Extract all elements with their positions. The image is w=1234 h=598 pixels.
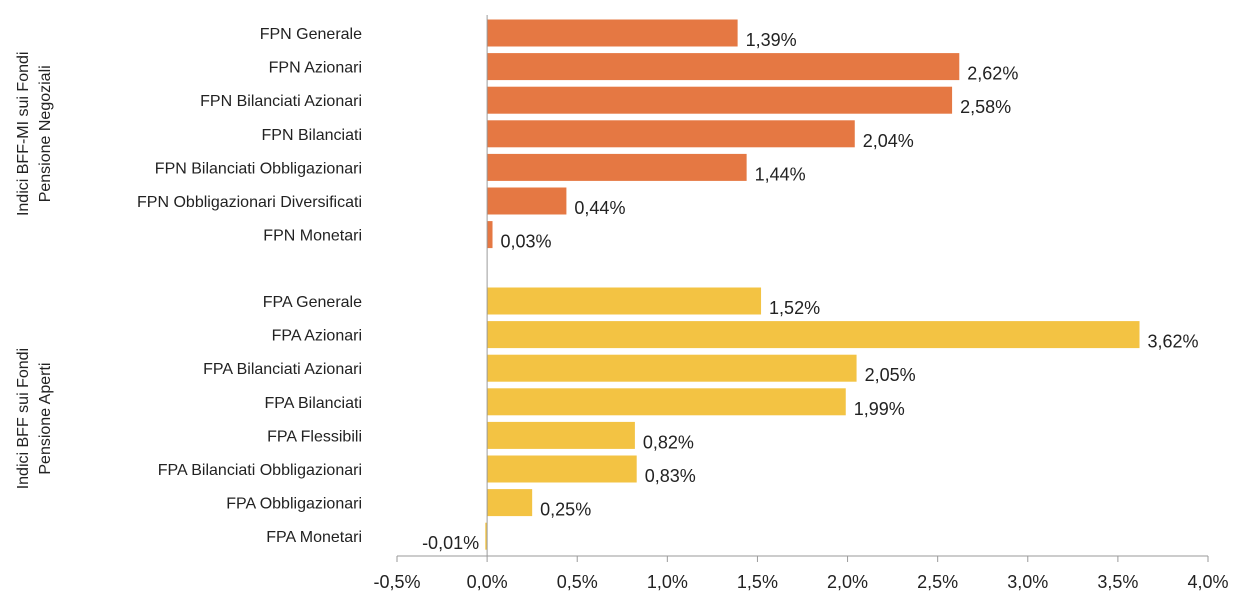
bar xyxy=(487,187,567,215)
value-label: 1,44% xyxy=(755,164,806,184)
value-label: 0,83% xyxy=(645,466,696,486)
bar xyxy=(487,489,533,517)
x-tick-label: 3,5% xyxy=(1097,572,1138,592)
bar xyxy=(487,321,1140,349)
bar xyxy=(487,53,960,81)
value-label: 2,04% xyxy=(863,131,914,151)
value-label: 0,03% xyxy=(501,232,552,252)
category-label: FPN Bilanciati Obbligazionari xyxy=(155,160,362,177)
bar xyxy=(487,221,493,249)
x-tick-label: 2,5% xyxy=(917,572,958,592)
bar xyxy=(487,354,857,382)
bar xyxy=(487,455,637,483)
category-label: FPN Bilanciati xyxy=(262,127,362,144)
category-label: FPA Bilanciati Obbligazionari xyxy=(158,462,362,479)
group-label-line: Indici BFF-MI sui Fondi xyxy=(15,52,32,216)
category-label: FPA Obbligazionari xyxy=(226,496,362,513)
category-label: FPN Generale xyxy=(260,26,362,43)
bar xyxy=(487,86,953,114)
value-label: 2,58% xyxy=(960,97,1011,117)
x-tick-label: 0,5% xyxy=(557,572,598,592)
axes: -0,5% 0,0% 0,5% 1,0% 1,5% 2,0% 2,5% 3,0% 3,5% 4,0… xyxy=(373,15,1229,592)
x-tick-label: 1,5% xyxy=(737,572,778,592)
value-label: 1,99% xyxy=(854,399,905,419)
x-tick-label: 3,0% xyxy=(1007,572,1048,592)
category-labels: FPN Generale FPN Azionari FPN Bilanciati A… xyxy=(137,26,362,546)
category-label: FPA Bilanciati xyxy=(264,395,362,412)
category-label: FPN Obbligazionari Diversificati xyxy=(137,194,362,211)
category-label: FPA Bilanciati Azionari xyxy=(203,361,362,378)
value-label: 1,39% xyxy=(746,30,797,50)
bar xyxy=(487,153,747,181)
bar xyxy=(487,421,635,449)
group-label-line: Pensione Negoziali xyxy=(37,65,54,202)
category-label: FPA Azionari xyxy=(272,328,362,345)
bar xyxy=(485,522,488,550)
value-label: 0,44% xyxy=(574,198,625,218)
value-label: 2,62% xyxy=(967,64,1018,84)
bar xyxy=(487,19,738,47)
x-tick-label: 2,0% xyxy=(827,572,868,592)
value-label: -0,01% xyxy=(422,533,479,553)
category-label: FPN Monetari xyxy=(263,228,362,245)
bars xyxy=(485,19,1140,550)
group-label: Indici BFF sui Fondi Pensione Aperti xyxy=(15,348,54,489)
x-tick-label: 0,0% xyxy=(467,572,508,592)
group-labels: Indici BFF-MI sui Fondi Pensione Negozial… xyxy=(15,52,54,490)
value-labels: 1,39% 2,62% 2,58% 2,04% 1,44% 0,44% 0,03% 1,52%… xyxy=(422,30,1198,553)
category-label: FPN Bilanciati Azionari xyxy=(200,93,362,110)
group-label-line: Indici BFF sui Fondi xyxy=(15,348,32,489)
category-label: FPA Flessibili xyxy=(267,428,362,445)
x-tick-label: -0,5% xyxy=(373,572,420,592)
value-label: 1,52% xyxy=(769,298,820,318)
bar xyxy=(487,120,855,148)
x-tick-label: 4,0% xyxy=(1187,572,1228,592)
category-label: FPA Generale xyxy=(263,294,362,311)
value-label: 0,82% xyxy=(643,432,694,452)
bar xyxy=(487,388,846,416)
value-label: 2,05% xyxy=(865,365,916,385)
group-label: Indici BFF-MI sui Fondi Pensione Negozial… xyxy=(15,52,54,216)
x-tick-label: 1,0% xyxy=(647,572,688,592)
value-label: 3,62% xyxy=(1148,332,1199,352)
category-label: FPA Monetari xyxy=(266,529,362,546)
group-label-line: Pensione Aperti xyxy=(37,363,54,475)
value-label: 0,25% xyxy=(540,500,591,520)
bar xyxy=(487,287,762,315)
category-label: FPN Azionari xyxy=(269,60,362,77)
